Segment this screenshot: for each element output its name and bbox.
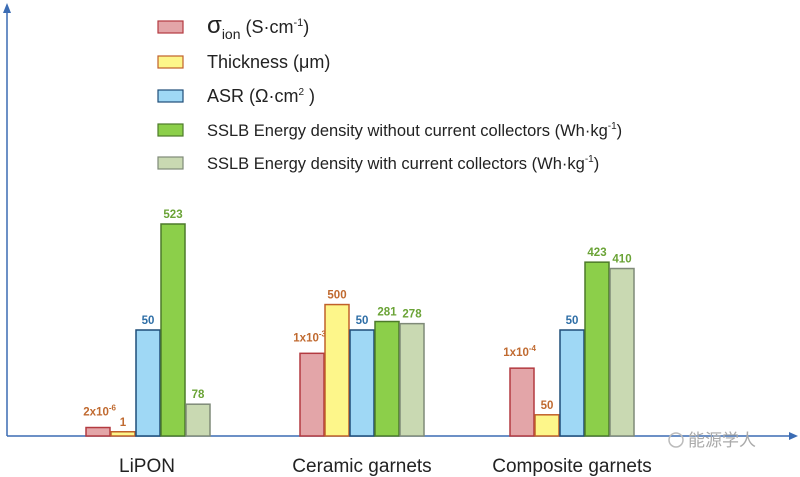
legend-swatch — [157, 156, 184, 170]
legend-label: ASR (Ω·cm2 ) — [207, 86, 315, 106]
data-label: 523 — [163, 209, 182, 221]
data-label: 1 — [120, 417, 127, 429]
data-label: 50 — [541, 400, 554, 412]
wechat-icon — [668, 432, 684, 448]
x-axis-arrow-icon — [789, 432, 798, 440]
bar — [559, 329, 585, 437]
bar — [299, 352, 325, 437]
bar — [324, 303, 350, 437]
bar — [584, 261, 610, 437]
data-label: 423 — [587, 247, 606, 259]
legend-swatch — [157, 20, 184, 34]
data-label: 1x10-3 — [293, 329, 326, 344]
bar — [509, 367, 535, 437]
legend-label: Thickness (μm) — [207, 52, 330, 72]
data-label: 50 — [566, 315, 579, 327]
bar — [185, 403, 211, 437]
data-label: 278 — [402, 309, 422, 321]
y-axis-arrow-icon — [3, 3, 11, 13]
data-label: 500 — [327, 290, 346, 302]
legend-swatch — [157, 123, 184, 137]
legend-swatch — [157, 89, 184, 103]
legend-label: σion (S·cm-1) — [207, 12, 309, 42]
bar — [349, 329, 375, 437]
data-label: 281 — [377, 307, 397, 319]
data-label: 50 — [142, 315, 155, 327]
category-label: Composite garnets — [492, 456, 651, 477]
bar — [374, 320, 400, 437]
data-label: 50 — [356, 315, 369, 327]
data-label: 2x10-6 — [83, 404, 116, 419]
data-label: 78 — [192, 389, 205, 401]
legend-swatch — [157, 55, 184, 69]
data-label: 410 — [612, 254, 631, 266]
bar — [534, 414, 560, 437]
legend-label: SSLB Energy density without current coll… — [207, 121, 622, 140]
bar — [160, 223, 186, 437]
category-label: LiPON — [119, 456, 175, 477]
bar — [609, 267, 635, 437]
bar — [399, 322, 425, 437]
data-label: 1x10-4 — [503, 344, 536, 359]
bar — [85, 426, 111, 437]
watermark: 能源学人 — [688, 431, 756, 450]
legend-label: SSLB Energy density with current collect… — [207, 154, 599, 173]
bar — [110, 431, 136, 437]
category-label: Ceramic garnets — [292, 456, 431, 477]
bar — [135, 329, 161, 437]
